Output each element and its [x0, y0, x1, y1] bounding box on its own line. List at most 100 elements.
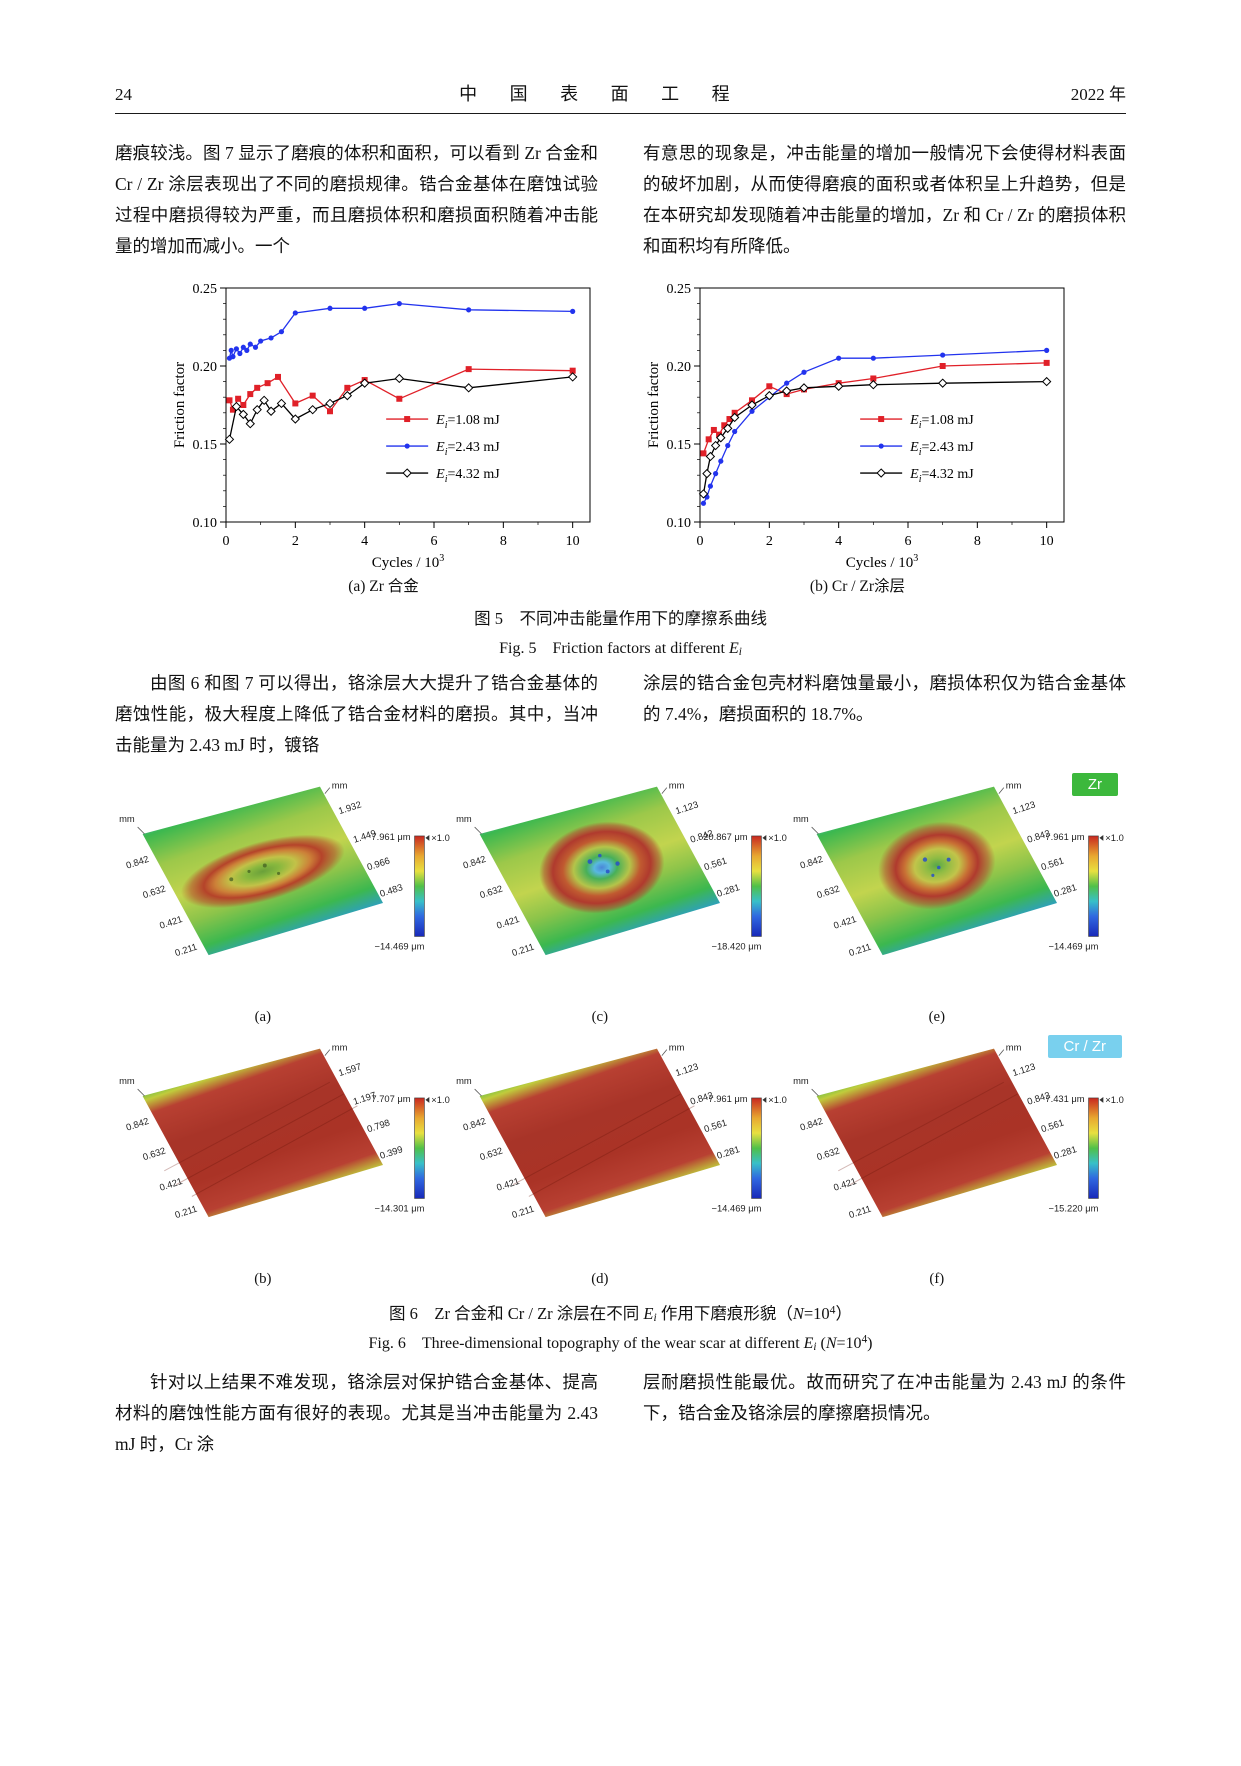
header-rule	[115, 113, 1126, 114]
colorbar-min: −14.301 μm	[375, 1203, 425, 1213]
colorbar-scale: ×1.0	[1105, 833, 1123, 843]
svg-text:Friction factor: Friction factor	[172, 362, 188, 448]
svg-text:Ei=4.32 mJ: Ei=4.32 mJ	[909, 467, 974, 485]
colorbar-max: 7.707 μm	[371, 1094, 410, 1104]
svg-text:0.281: 0.281	[1053, 1144, 1078, 1161]
panel-label: (d)	[591, 1271, 608, 1287]
colorbar	[751, 835, 762, 937]
wear-scar	[180, 834, 345, 909]
axis-unit-right: mm	[669, 781, 685, 791]
top-text-columns: 磨痕较浅。图 7 显示了磨痕的体积和面积，可以看到 Zr 合金和 Cr / Zr…	[115, 138, 1126, 262]
svg-text:8: 8	[973, 534, 980, 549]
svg-text:0.211: 0.211	[848, 1204, 873, 1221]
svg-text:2: 2	[765, 534, 772, 549]
svg-text:0.561: 0.561	[1040, 856, 1065, 873]
paragraph: 层耐磨损性能最优。故而研究了在冲击能量为 2.43 mJ 的条件下，锆合金及铬涂…	[643, 1372, 1126, 1424]
paragraph: 针对以上结果不难发现，铬涂层对保护锆合金基体、提高材料的磨蚀性能方面有很好的表现…	[115, 1372, 598, 1455]
svg-text:0.561: 0.561	[1040, 1118, 1065, 1135]
axis-unit-left: mm	[793, 1076, 809, 1086]
axis-unit-right: mm	[1006, 781, 1022, 791]
colorbar-min: −14.469 μm	[1049, 941, 1099, 951]
svg-text:0.10: 0.10	[192, 516, 217, 531]
colorbar-max: 7.961 μm	[1045, 832, 1084, 842]
axis-unit-left: mm	[119, 814, 135, 824]
fig5-caption-cn: 图 5 不同冲击能量作用下的摩擦系曲线	[474, 609, 767, 628]
svg-text:0.842: 0.842	[462, 854, 487, 871]
svg-text:0.421: 0.421	[832, 914, 857, 931]
svg-text:0.10: 0.10	[666, 516, 691, 531]
svg-text:0.399: 0.399	[379, 1144, 404, 1161]
colorbar	[414, 1097, 425, 1199]
svg-text:8: 8	[499, 534, 506, 549]
svg-text:0.966: 0.966	[366, 856, 391, 873]
svg-text:0.632: 0.632	[141, 1146, 166, 1163]
colorbar-max: 7.961 μm	[708, 1094, 747, 1104]
topography-panel-c: mm 0.842 0.632 0.421 0.211 mm 1.123 0.84…	[456, 781, 787, 1026]
svg-text:1.597: 1.597	[337, 1062, 362, 1079]
topography-panel-b: mm 0.842 0.632 0.421 0.211 mm 1.597 1.19…	[119, 1043, 450, 1288]
svg-text:0.632: 0.632	[815, 884, 840, 901]
axis-unit-right: mm	[1006, 1043, 1022, 1053]
zr-badge: Zr	[1071, 773, 1118, 797]
svg-text:0.25: 0.25	[666, 282, 691, 297]
svg-text:Ei=2.43 mJ: Ei=2.43 mJ	[435, 440, 500, 458]
svg-text:4: 4	[361, 534, 368, 549]
topography-panel-a: mm 0.842 0.632 0.421 0.211 mm 1.932 1.44…	[119, 781, 450, 1026]
page-header: 24 中 国 表 面 工 程 2022 年	[115, 80, 1126, 106]
panel-label: (c)	[592, 1009, 608, 1025]
svg-text:Friction factor: Friction factor	[646, 362, 662, 448]
panel-label: (e)	[929, 1009, 945, 1025]
panel-label: (b)	[254, 1271, 271, 1287]
paragraph: 涂层的锆合金包壳材料磨蚀量最小，磨损体积仅为锆合金基体的 7.4%，磨损面积的 …	[643, 673, 1126, 725]
svg-text:0.211: 0.211	[848, 942, 873, 959]
svg-text:6: 6	[430, 534, 437, 549]
svg-text:0.842: 0.842	[462, 1116, 487, 1133]
colorbar-max: 7.961 μm	[371, 832, 410, 842]
axis-unit-left: mm	[456, 814, 472, 824]
svg-text:1.123: 1.123	[674, 800, 699, 817]
paragraph: 有意思的现象是，冲击能量的增加一般情况下会使得材料表面的破坏加剧，从而使得磨痕的…	[643, 143, 1126, 256]
svg-text:0.20: 0.20	[666, 360, 691, 375]
svg-text:0.421: 0.421	[495, 914, 520, 931]
svg-text:Cycles / 103: Cycles / 103	[845, 553, 918, 571]
fig6-caption-en: Fig. 6 Three-dimensional topography of t…	[368, 1333, 873, 1354]
svg-text:1.123: 1.123	[1011, 800, 1036, 817]
svg-text:Ei=4.32 mJ: Ei=4.32 mJ	[435, 467, 500, 485]
colorbar-min: −18.420 μm	[712, 941, 762, 951]
wear-scar	[878, 821, 996, 910]
panel-label: (f)	[929, 1271, 944, 1287]
colorbar-scale: ×1.0	[431, 1095, 449, 1105]
svg-text:1.932: 1.932	[337, 800, 362, 817]
colorbar-scale: ×1.0	[1105, 1095, 1123, 1105]
colorbar	[1088, 835, 1099, 937]
colorbar	[414, 835, 425, 937]
svg-text:0.281: 0.281	[1053, 882, 1078, 899]
svg-text:0.561: 0.561	[703, 1118, 728, 1135]
svg-text:Ei=2.43 mJ: Ei=2.43 mJ	[909, 440, 974, 458]
svg-text:0.211: 0.211	[174, 942, 199, 959]
svg-text:1.123: 1.123	[674, 1062, 699, 1079]
figure-6: Zr mm 0.842 0.632 0.421 0.211 mm	[115, 771, 1126, 1353]
year-label: 2022 年	[1070, 85, 1126, 104]
svg-text:0.211: 0.211	[511, 1204, 536, 1221]
axis-unit-right: mm	[669, 1043, 685, 1053]
svg-text:0.20: 0.20	[192, 360, 217, 375]
svg-text:Ei=1.08 mJ: Ei=1.08 mJ	[909, 413, 974, 431]
subcaption-b: (b) Cr / Zr涂层	[809, 578, 906, 595]
svg-text:0.632: 0.632	[478, 1146, 503, 1163]
colorbar-scale: ×1.0	[768, 833, 786, 843]
svg-text:0.842: 0.842	[799, 1116, 824, 1133]
fig6-caption-cn: 图 6 Zr 合金和 Cr / Zr 涂层在不同 Ei 作用下磨痕形貌（N=10…	[389, 1304, 852, 1325]
svg-text:0.483: 0.483	[379, 882, 404, 899]
colorbar	[751, 1097, 762, 1199]
panel-label: (a)	[255, 1009, 271, 1025]
svg-text:0: 0	[222, 534, 229, 549]
svg-text:0.15: 0.15	[666, 438, 691, 453]
svg-text:Cycles / 103: Cycles / 103	[371, 553, 444, 571]
figure-5: 0.10 0.15 0.20 0.25 0 2 4 6 8 10 Friction factor Cy…	[115, 274, 1126, 658]
svg-text:0.211: 0.211	[174, 1204, 199, 1221]
colorbar	[1088, 1097, 1099, 1199]
svg-text:0.421: 0.421	[158, 914, 183, 931]
svg-text:6: 6	[904, 534, 911, 549]
fig6-row-zr: Zr mm 0.842 0.632 0.421 0.211 mm	[115, 771, 1126, 1029]
